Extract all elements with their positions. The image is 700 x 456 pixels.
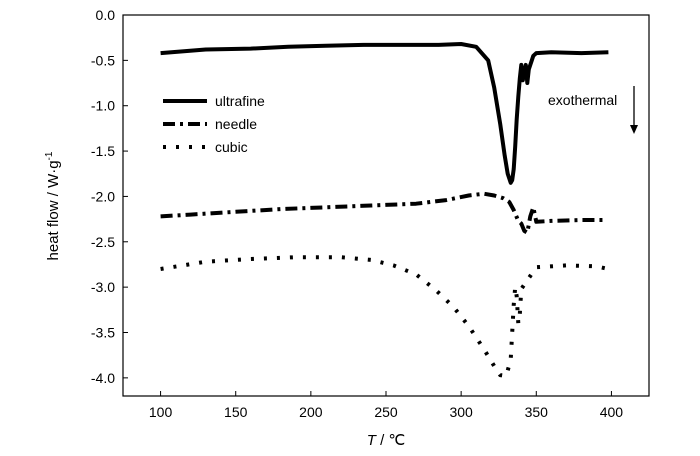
x-tick-label: 100 — [149, 404, 173, 420]
legend-label-needle: needle — [215, 116, 257, 132]
x-axis-title: T / ℃ — [367, 432, 406, 449]
y-axis-title: heat flow / W·g-1 — [44, 151, 62, 260]
series-lines — [160, 42, 609, 378]
series-line-ultrafine — [160, 42, 609, 185]
y-tick-label: -3.0 — [91, 279, 115, 295]
x-tick-label: 300 — [449, 404, 473, 420]
y-tick-label: -1.0 — [91, 98, 115, 114]
x-tick-label: 250 — [374, 404, 398, 420]
y-tick-label: -1.5 — [91, 143, 115, 159]
exothermal-annotation: exothermal — [548, 86, 638, 134]
series-line-needle — [160, 191, 604, 235]
series-line-cubic — [160, 255, 609, 378]
y-tick-label: -2.5 — [91, 234, 115, 250]
y-tick-label: -2.0 — [91, 188, 115, 204]
legend-label-ultrafine: ultrafine — [215, 93, 265, 109]
legend-label-cubic: cubic — [215, 139, 248, 155]
x-tick-label: 400 — [600, 404, 624, 420]
y-tick-label: -4.0 — [91, 370, 115, 386]
arrow-head-icon — [630, 125, 638, 134]
legend: ultrafine needle cubic — [163, 93, 265, 155]
y-tick-label: -3.5 — [91, 325, 115, 341]
x-tick-label: 150 — [224, 404, 248, 420]
y-tick-label: -0.5 — [91, 52, 115, 68]
x-tick-label: 350 — [525, 404, 549, 420]
x-tick-label: 200 — [299, 404, 323, 420]
annotation-label: exothermal — [548, 92, 617, 108]
axis-ticks: 100 150 200 250 300 350 400 0.0 -0.5 -1.0 -1.5 -2.0… — [91, 7, 623, 420]
y-tick-label: 0.0 — [96, 7, 116, 23]
